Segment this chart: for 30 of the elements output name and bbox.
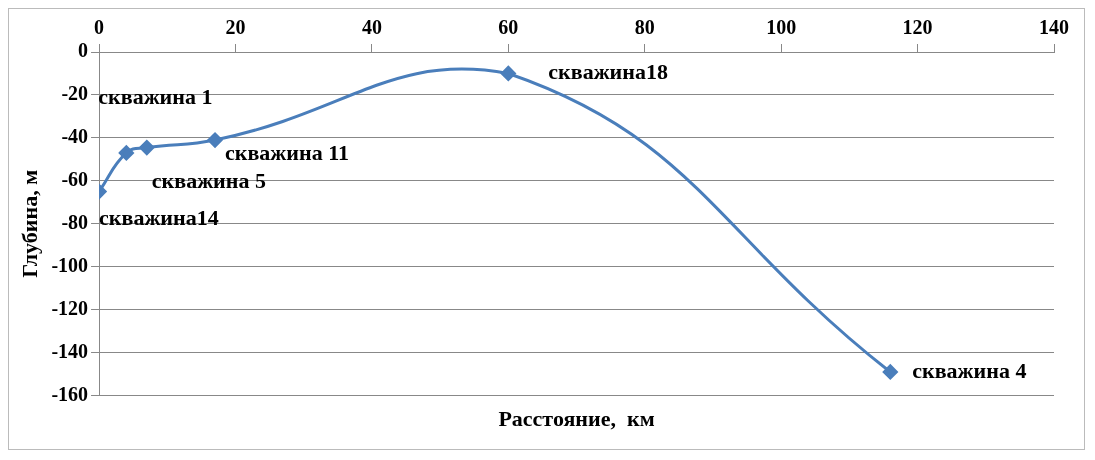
x-tick-label: 140 [1039, 16, 1069, 39]
point [882, 364, 898, 380]
x-axis-title: Расстояние, км [498, 406, 655, 432]
y-tick-label: -20 [61, 82, 89, 105]
annotation: скважина18 [548, 59, 668, 85]
annotation: скважина 1 [98, 83, 213, 109]
point [118, 145, 134, 161]
annotation: скважина 11 [225, 139, 349, 165]
x-tick-label: 80 [634, 16, 655, 39]
x-tick-label: 0 [94, 16, 105, 39]
point [500, 65, 516, 81]
annotation: скважина14 [99, 205, 219, 231]
point [207, 132, 223, 148]
x-tick-label: 20 [225, 16, 246, 39]
y-tick-label: -140 [51, 339, 89, 362]
y-tick-label: -60 [61, 168, 89, 191]
annotation: скважина 5 [151, 168, 266, 194]
y-tick-label: 0 [78, 39, 89, 62]
y-tick-label: -160 [51, 382, 89, 405]
y-tick-label: -100 [51, 253, 89, 276]
y-tick-label: -80 [61, 210, 89, 233]
x-tick-label: 60 [498, 16, 519, 39]
x-tick-label: 120 [902, 16, 933, 39]
y-tick-label: -120 [51, 296, 89, 319]
y-axis-title: Глубина, м [16, 169, 42, 278]
point [139, 140, 155, 156]
y-tick-label: -40 [61, 125, 89, 148]
annotation: скважина 4 [912, 357, 1027, 383]
x-tick-label: 100 [766, 16, 797, 39]
x-tick-label: 40 [361, 16, 382, 39]
